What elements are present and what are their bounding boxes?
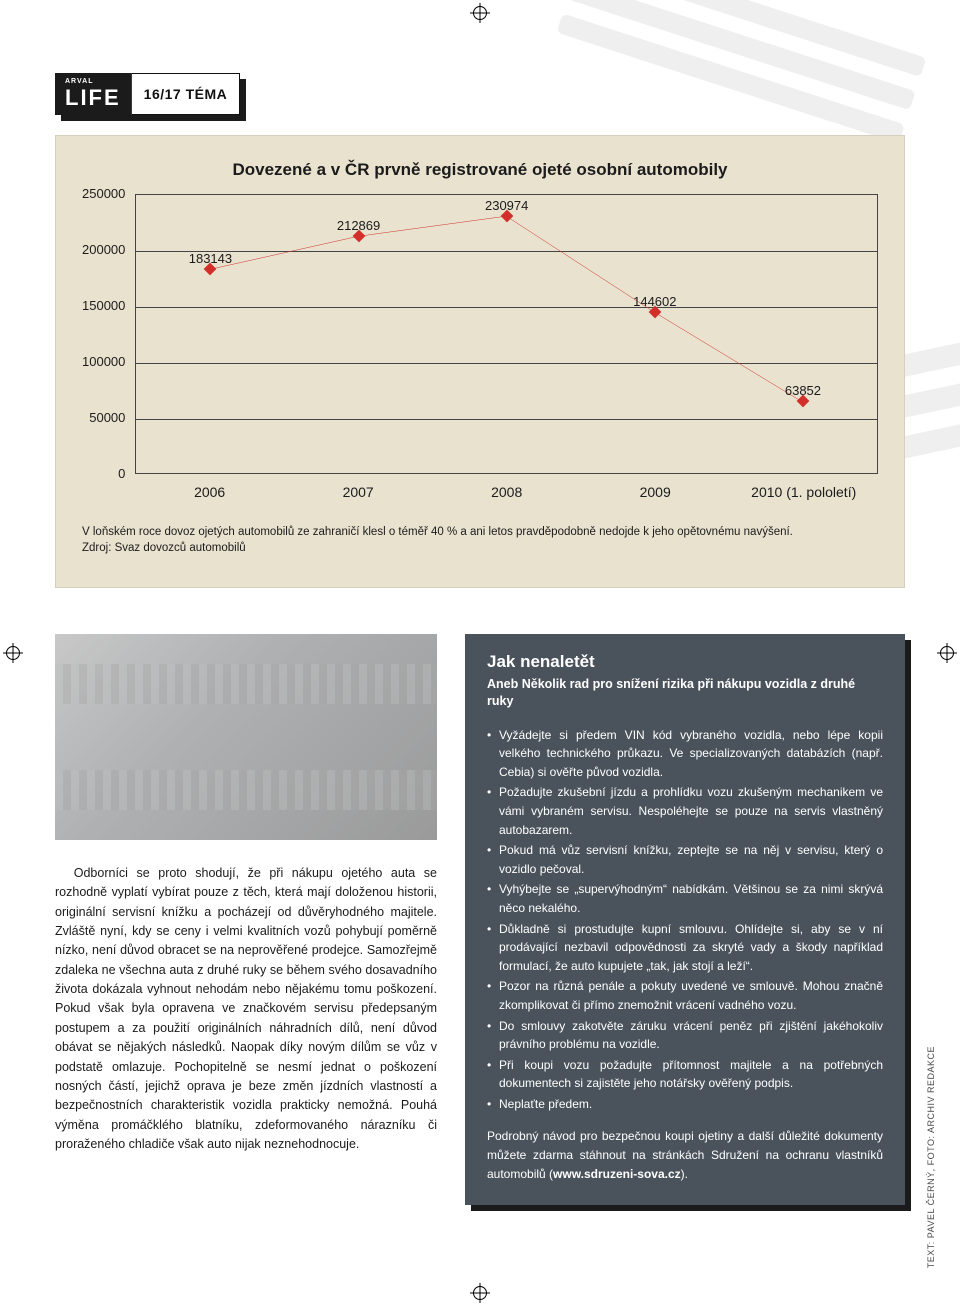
chart-plot-area: 183143 212869 230974 144602 63852 <box>135 194 878 474</box>
infobox-bullet: Do smlouvy zakotvěte záruku vrácení peně… <box>487 1017 883 1054</box>
registration-mark <box>940 646 954 660</box>
infobox-bullet: Vyžádejte si předem VIN kód vybraného vo… <box>487 726 883 782</box>
chart-data-label: 63852 <box>785 383 821 398</box>
chart-caption-text: V loňském roce dovoz ojetých automobilů … <box>82 526 793 538</box>
chart-x-tick: 2009 <box>581 484 730 500</box>
infobox-bullet: Neplaťte předem. <box>487 1095 883 1114</box>
imports-chart-card: Dovezené a v ČR prvně registrované ojeté… <box>55 135 905 588</box>
registration-mark <box>6 646 20 660</box>
chart-caption: V loňském roce dovoz ojetých automobilů … <box>82 524 878 557</box>
registration-mark <box>473 1286 487 1300</box>
chart-x-tick: 2007 <box>284 484 433 500</box>
infobox-bullet-list: Vyžádejte si předem VIN kód vybraného vo… <box>487 726 883 1114</box>
chart-x-tick: 2010 (1. pololetí) <box>729 484 878 500</box>
chart-x-tick: 2008 <box>432 484 581 500</box>
infobox-footer-link: www.sdruzeni-sova.cz <box>553 1167 681 1181</box>
infobox-title: Jak nenaletět <box>487 652 883 672</box>
brand-arval: ARVAL <box>65 78 121 85</box>
infobox-bullet: Důkladně si prostudujte kupní smlouvu. O… <box>487 920 883 976</box>
infobox-subtitle: Aneb Několik rad pro snížení rizika při … <box>487 676 883 710</box>
chart-y-axis: 250000200000150000100000500000 <box>82 194 135 474</box>
section-label: 16/17 TÉMA <box>132 73 241 115</box>
infobox-footer-post: ). <box>681 1167 688 1181</box>
brand-life: LIFE <box>65 87 121 109</box>
chart-data-label: 230974 <box>485 198 528 213</box>
chart-data-label: 183143 <box>189 251 232 266</box>
registration-mark <box>473 6 487 20</box>
infobox-bullet: Pokud má vůz servisní knížku, zeptejte s… <box>487 841 883 878</box>
chart-x-tick: 2006 <box>135 484 284 500</box>
tips-infobox: Jak nenaletět Aneb Několik rad pro sníže… <box>465 634 905 1205</box>
infobox-bullet: Vyhýbejte se „supervýhodným“ nabídkám. V… <box>487 880 883 917</box>
chart-title: Dovezené a v ČR prvně registrované ojeté… <box>82 160 878 180</box>
car-lot-photo <box>55 634 437 840</box>
chart-data-label: 212869 <box>337 218 380 233</box>
infobox-bullet: Při koupi vozu požadujte přítomnost maji… <box>487 1056 883 1093</box>
infobox-bullet: Pozor na různá penále a pokuty uvedené v… <box>487 977 883 1014</box>
infobox-bullet: Požadujte zkušební jízdu a prohlídku voz… <box>487 783 883 839</box>
chart-x-axis: 20062007200820092010 (1. pololetí) <box>135 484 878 500</box>
chart-data-label: 144602 <box>633 294 676 309</box>
article-body: Odborníci se proto shodují, že při nákup… <box>55 864 437 1155</box>
infobox-footer: Podrobný návod pro bezpečnou koupi ojeti… <box>487 1127 883 1183</box>
page-header-badge: ARVAL LIFE 16/17 TÉMA <box>55 73 240 115</box>
article-paragraph: Odborníci se proto shodují, že při nákup… <box>55 864 437 1155</box>
chart-source: Zdroj: Svaz dovozců automobilů <box>82 540 878 557</box>
